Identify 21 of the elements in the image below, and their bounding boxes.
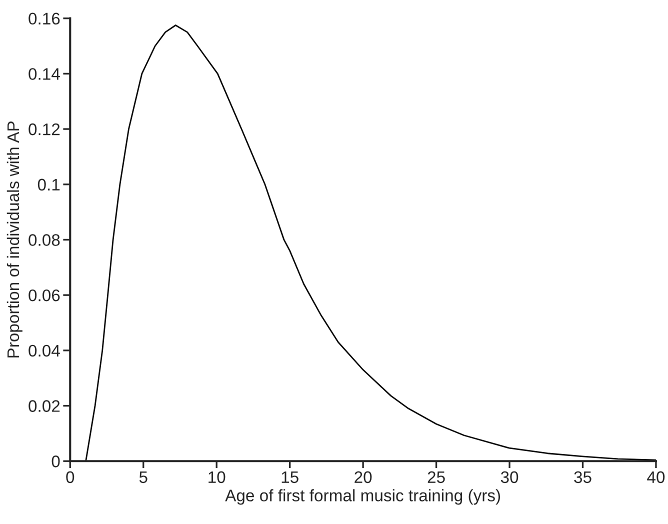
y-tick-label: 0.16 <box>28 12 60 25</box>
y-tick-label: 0.06 <box>28 289 60 302</box>
x-tick-label: 30 <box>500 471 518 484</box>
x-tick-label: 10 <box>208 471 226 484</box>
y-tick-label: 0.1 <box>38 178 60 191</box>
x-tick-label: 35 <box>574 471 592 484</box>
y-tick-label: 0.08 <box>28 234 60 246</box>
x-tick-label: 0 <box>66 471 74 484</box>
x-tick-label: 5 <box>139 471 148 484</box>
y-tick-label: 0.14 <box>28 68 60 80</box>
x-tick-label: 15 <box>282 471 298 484</box>
x-tick-label: 40 <box>647 471 665 484</box>
line-series <box>85 24 656 462</box>
y-tick-label: 0.02 <box>28 400 60 412</box>
y-axis-title: Proportion of individuals with AP <box>6 122 22 358</box>
y-tick-label: 0 <box>52 456 60 468</box>
x-axis-title: Age of first formal music training (yrs) <box>225 489 500 505</box>
x-tick-label: 20 <box>354 471 372 484</box>
y-tick-label: 0.04 <box>28 344 60 357</box>
y-tick-label: 0.12 <box>28 123 60 136</box>
x-tick-label: 25 <box>428 471 445 484</box>
